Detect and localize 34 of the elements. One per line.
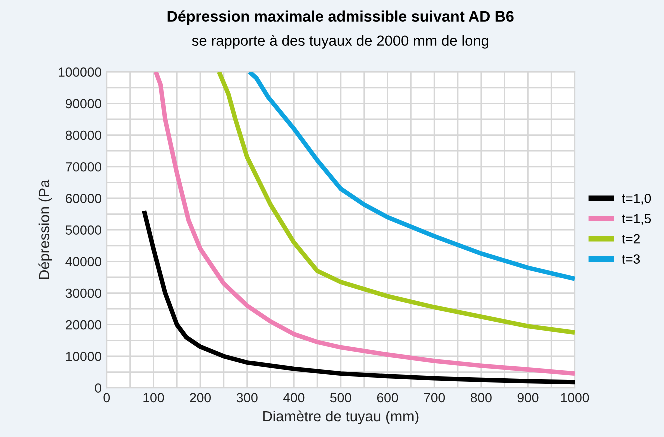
- y-tick-label: 30000: [66, 288, 102, 298]
- legend-label: t=2: [622, 234, 640, 244]
- x-tick-label: 1000: [561, 393, 590, 403]
- x-tick-label: 300: [236, 393, 258, 403]
- x-tick-label: 800: [470, 393, 492, 403]
- line-series: [217, 72, 576, 335]
- x-tick-label: 700: [424, 393, 446, 403]
- y-tick-label: 20000: [66, 320, 102, 330]
- y-tick-label: 0: [95, 384, 102, 393]
- y-tick-label: 90000: [66, 99, 102, 109]
- x-tick-label: 100: [144, 393, 164, 403]
- x-axis-title: Diamètre de tuyau (mm): [264, 410, 419, 425]
- y-tick-label: 80000: [66, 130, 102, 140]
- y-tick-label: 100000: [59, 68, 102, 78]
- x-tick-label: 600: [377, 393, 398, 403]
- x-tick-label: 400: [283, 393, 305, 403]
- x-tick-label: 900: [518, 393, 539, 403]
- y-tick-label: 40000: [66, 257, 102, 267]
- legend-label: t=1,0: [622, 194, 652, 205]
- line-series: [142, 208, 576, 385]
- legend-label: t=1,5: [622, 214, 652, 226]
- legend-label: t=3: [622, 254, 640, 264]
- x-tick-label: 500: [330, 393, 352, 403]
- y-tick-label: 10000: [66, 352, 102, 362]
- y-tick-label: 60000: [66, 194, 102, 204]
- chart-subtitle: se rapporte à des tuyaux de 2000 mm de long: [192, 35, 488, 49]
- line-series: [247, 72, 576, 282]
- line-series: [154, 72, 576, 376]
- chart-title: Dépression maximale admissible suivant AD B6: [168, 10, 514, 26]
- x-tick-label: 0: [104, 393, 110, 403]
- y-tick-label: 70000: [66, 162, 102, 172]
- x-tick-label: 200: [190, 393, 212, 403]
- y-tick-label: 50000: [66, 226, 102, 235]
- y-axis-title: Dépression (Pa: [38, 180, 52, 280]
